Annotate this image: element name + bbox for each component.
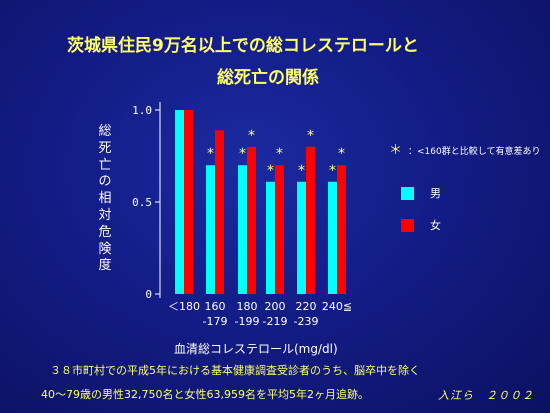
- chart-title-line1: 茨城県住民9万名以上での総コレステロールと: [67, 36, 419, 56]
- significance-star-mark: *: [207, 146, 214, 162]
- bar-female: [184, 110, 193, 294]
- significance-star-mark: *: [276, 146, 283, 162]
- x-tick-label: 200: [265, 300, 286, 313]
- bar-female: [215, 130, 224, 294]
- y-axis-label-char: 危: [98, 224, 112, 240]
- chart-title-line2: 総死亡の関係: [217, 68, 319, 88]
- bar-male: [266, 181, 275, 294]
- x-tick-label: 220: [296, 300, 317, 313]
- y-axis-label-char: 相: [98, 191, 112, 207]
- bar-female: [247, 146, 256, 294]
- y-axis-label-char: 度: [98, 258, 112, 274]
- y-axis-label: 総死亡の相対危険度: [97, 124, 113, 275]
- bar-female: [306, 146, 315, 294]
- x-tick-label: 180: [237, 300, 258, 313]
- bar-male: [175, 110, 184, 294]
- y-axis-label-char: 亡: [98, 157, 112, 173]
- legend-swatch-female: [401, 219, 414, 232]
- y-tick-label: 0.5: [132, 196, 152, 209]
- y-axis-label-char: 総: [98, 124, 112, 139]
- y-axis-label-char: 対: [98, 207, 112, 223]
- credit-text: 入江ら ２００２: [438, 389, 534, 402]
- bar-female: [275, 165, 284, 294]
- x-tick-label-sub: -219: [263, 315, 288, 328]
- x-tick-label: 160: [205, 300, 226, 313]
- significance-star-mark: *: [298, 163, 305, 179]
- footnote-line2: 40～79歳の男性32,750名と女性63,959名を平均5年2ヶ月追跡。: [41, 388, 369, 401]
- y-tick-label: 0: [145, 288, 152, 301]
- y-axis-label-char: 死: [98, 140, 112, 156]
- bar-male: [328, 181, 337, 294]
- legend-label-male: 男: [430, 187, 441, 200]
- bar-male: [238, 165, 247, 294]
- x-tick-label-sub: -239: [294, 315, 319, 328]
- x-tick-label-sub: -179: [203, 315, 228, 328]
- x-axis-label: 血清総コレステロール(mg/dl): [174, 342, 338, 356]
- significance-star-mark: *: [267, 163, 274, 179]
- x-tick-label: 240≦: [322, 300, 352, 313]
- significance-star-mark: *: [338, 146, 345, 162]
- legend-swatch-male: [401, 187, 414, 200]
- bar-male: [206, 165, 215, 294]
- significance-note-text: ：<160群と比較して有意差あり: [408, 147, 541, 157]
- y-axis-label-char: の: [98, 174, 112, 190]
- significance-star-mark: *: [307, 128, 314, 144]
- footnote-line1: ３８市町村での平成5年における基本健康調査受診者のうち、脳卒中を除く: [50, 364, 420, 377]
- y-tick-label: 1.0: [132, 104, 152, 117]
- significance-star: ＊: [389, 143, 403, 158]
- y-axis-label-char: 険: [98, 241, 112, 257]
- significance-star-mark: *: [329, 163, 336, 179]
- significance-star-mark: *: [248, 128, 255, 144]
- significance-star-mark: *: [239, 146, 246, 162]
- x-tick-label: ＜180: [168, 300, 200, 313]
- significance-note: ＊ ：<160群と比較して有意差あり: [389, 139, 540, 158]
- legend-label-female: 女: [430, 219, 441, 232]
- bar-female: [337, 165, 346, 294]
- bar-male: [297, 181, 306, 294]
- x-tick-label-sub: -199: [235, 315, 260, 328]
